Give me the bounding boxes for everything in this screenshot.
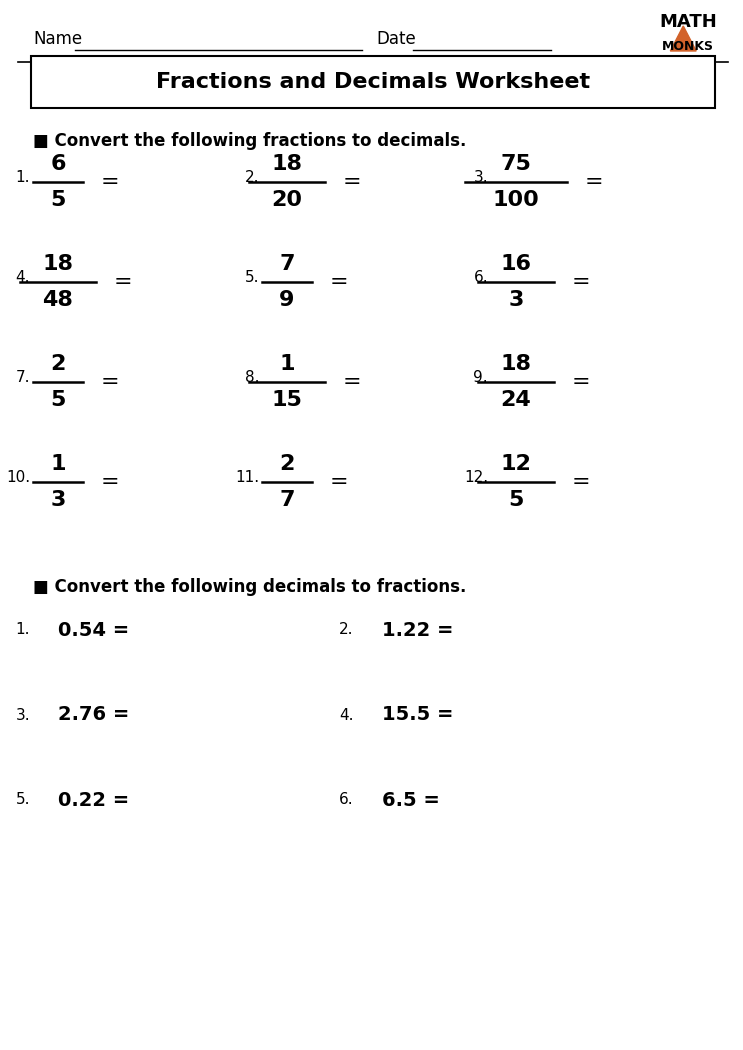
Text: 11.: 11. bbox=[235, 469, 259, 484]
Text: Date: Date bbox=[377, 30, 416, 48]
Text: 48: 48 bbox=[42, 290, 74, 310]
Text: Name: Name bbox=[33, 30, 82, 48]
Text: 75: 75 bbox=[501, 154, 531, 174]
Text: 5: 5 bbox=[51, 390, 65, 410]
Text: 0.54 =: 0.54 = bbox=[58, 621, 129, 639]
Text: 6: 6 bbox=[51, 154, 65, 174]
Text: 3: 3 bbox=[51, 490, 65, 510]
Text: 7: 7 bbox=[279, 254, 295, 274]
Text: =: = bbox=[330, 472, 348, 492]
Text: 15.5 =: 15.5 = bbox=[382, 706, 453, 724]
Text: 18: 18 bbox=[42, 254, 74, 274]
Text: 12: 12 bbox=[501, 454, 531, 474]
Text: 3.: 3. bbox=[16, 708, 30, 722]
Text: 2.: 2. bbox=[340, 623, 354, 637]
Text: =: = bbox=[330, 272, 348, 292]
Text: 2.: 2. bbox=[244, 169, 259, 185]
Text: =: = bbox=[343, 372, 361, 392]
Polygon shape bbox=[670, 26, 696, 51]
Text: 15: 15 bbox=[271, 390, 302, 410]
Text: =: = bbox=[114, 272, 132, 292]
Text: =: = bbox=[101, 372, 120, 392]
Text: =: = bbox=[572, 472, 591, 492]
Text: 1.22 =: 1.22 = bbox=[382, 621, 453, 639]
Text: 1.: 1. bbox=[16, 169, 30, 185]
Text: 6.5 =: 6.5 = bbox=[382, 791, 439, 810]
Text: 18: 18 bbox=[501, 354, 531, 374]
Text: 3: 3 bbox=[508, 290, 524, 310]
Text: 2: 2 bbox=[279, 454, 295, 474]
Text: 0.22 =: 0.22 = bbox=[58, 791, 129, 810]
Text: 2.76 =: 2.76 = bbox=[58, 706, 129, 724]
FancyBboxPatch shape bbox=[31, 56, 715, 108]
Text: 9: 9 bbox=[279, 290, 295, 310]
Text: 16: 16 bbox=[501, 254, 531, 274]
Text: 8.: 8. bbox=[244, 370, 259, 384]
Text: 1: 1 bbox=[279, 354, 295, 374]
Text: 5: 5 bbox=[508, 490, 524, 510]
Text: 2: 2 bbox=[51, 354, 65, 374]
Text: =: = bbox=[101, 172, 120, 192]
Text: =: = bbox=[343, 172, 361, 192]
Text: 6.: 6. bbox=[473, 270, 488, 285]
Text: =: = bbox=[585, 172, 603, 192]
Text: 4.: 4. bbox=[16, 270, 30, 285]
Text: 10.: 10. bbox=[6, 469, 30, 484]
Text: 7.: 7. bbox=[16, 370, 30, 384]
Text: 100: 100 bbox=[493, 190, 539, 210]
Text: ■ Convert the following decimals to fractions.: ■ Convert the following decimals to frac… bbox=[33, 578, 467, 596]
Text: 1.: 1. bbox=[16, 623, 30, 637]
Text: ■ Convert the following fractions to decimals.: ■ Convert the following fractions to dec… bbox=[33, 132, 467, 150]
Text: 18: 18 bbox=[271, 154, 302, 174]
Text: MATH: MATH bbox=[659, 13, 717, 32]
Text: 4.: 4. bbox=[340, 708, 354, 722]
Text: MONKS: MONKS bbox=[662, 40, 714, 52]
Text: 3.: 3. bbox=[473, 169, 488, 185]
Text: =: = bbox=[101, 472, 120, 492]
Text: 24: 24 bbox=[501, 390, 531, 410]
Text: 5: 5 bbox=[51, 190, 65, 210]
Text: 20: 20 bbox=[271, 190, 302, 210]
Text: 5.: 5. bbox=[16, 793, 30, 807]
Text: 9.: 9. bbox=[473, 370, 488, 384]
Text: 7: 7 bbox=[279, 490, 295, 510]
Text: =: = bbox=[572, 272, 591, 292]
Text: Fractions and Decimals Worksheet: Fractions and Decimals Worksheet bbox=[156, 72, 590, 92]
Text: =: = bbox=[572, 372, 591, 392]
Text: 1: 1 bbox=[51, 454, 65, 474]
Text: 6.: 6. bbox=[339, 793, 354, 807]
Text: 12.: 12. bbox=[464, 469, 488, 484]
Text: 5.: 5. bbox=[244, 270, 259, 285]
